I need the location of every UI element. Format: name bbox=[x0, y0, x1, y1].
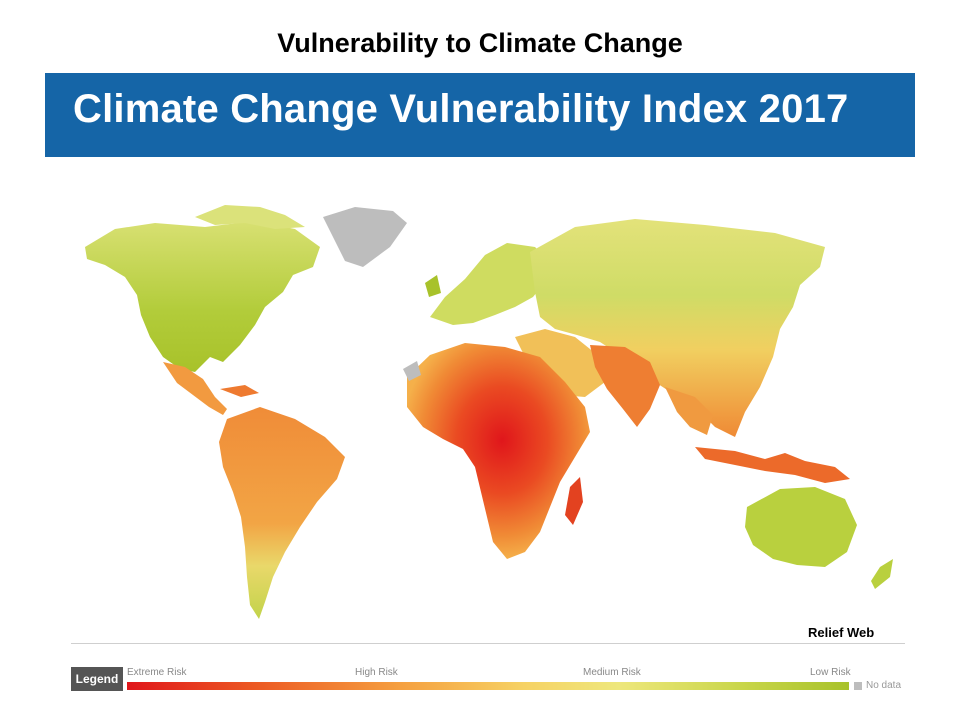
south-america-region bbox=[219, 407, 345, 619]
slide-title: Vulnerability to Climate Change bbox=[277, 28, 683, 58]
map-banner: Climate Change Vulnerability Index 2017 bbox=[45, 73, 915, 157]
arctic-islands-region bbox=[195, 205, 305, 229]
legend-label-extreme: Extreme Risk bbox=[127, 667, 187, 678]
legend-label-low: Low Risk bbox=[810, 667, 851, 678]
north-america-region bbox=[85, 221, 320, 372]
north-asia-region bbox=[530, 219, 825, 437]
western-sahara-region bbox=[403, 361, 421, 381]
legend-heading: Legend bbox=[71, 667, 123, 691]
legend-color-scale bbox=[127, 682, 849, 690]
vulnerability-map-figure: Climate Change Vulnerability Index 2017 bbox=[45, 73, 915, 700]
africa-region bbox=[407, 343, 590, 559]
world-map-svg bbox=[85, 205, 893, 619]
legend-divider bbox=[71, 643, 905, 644]
legend-label-high: High Risk bbox=[355, 667, 398, 678]
europe-region bbox=[430, 243, 550, 325]
south-asia-region bbox=[590, 345, 660, 427]
no-data-label: No data bbox=[866, 680, 902, 691]
world-map bbox=[45, 157, 915, 637]
middle-east-region bbox=[515, 329, 605, 397]
greenland-region bbox=[323, 207, 407, 267]
no-data-swatch bbox=[854, 682, 862, 690]
caribbean-region bbox=[220, 385, 259, 397]
legend-label-medium: Medium Risk bbox=[583, 667, 641, 678]
southeast-asia-region bbox=[665, 387, 713, 435]
new-zealand-region bbox=[871, 559, 893, 589]
banner-title: Climate Change Vulnerability Index 2017 bbox=[73, 87, 849, 131]
australia-region bbox=[745, 487, 857, 567]
madagascar-region bbox=[565, 477, 583, 525]
central-america-region bbox=[163, 362, 227, 415]
indonesia-region bbox=[695, 447, 850, 483]
uk-region bbox=[425, 275, 441, 297]
source-credit: Relief Web bbox=[808, 625, 875, 640]
